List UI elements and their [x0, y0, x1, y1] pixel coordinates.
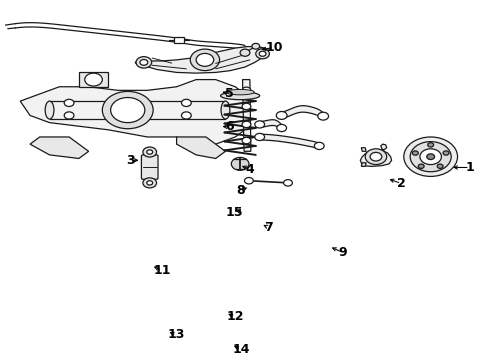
Circle shape — [404, 137, 458, 176]
Circle shape — [277, 125, 287, 132]
Circle shape — [443, 151, 449, 155]
Polygon shape — [360, 144, 392, 166]
Text: 3: 3 — [126, 154, 134, 167]
Circle shape — [231, 157, 249, 170]
Circle shape — [111, 98, 145, 123]
Circle shape — [276, 112, 287, 120]
Circle shape — [259, 51, 266, 56]
Circle shape — [181, 112, 191, 119]
FancyBboxPatch shape — [142, 155, 158, 179]
Circle shape — [418, 164, 424, 168]
Text: 15: 15 — [225, 207, 243, 220]
Circle shape — [143, 178, 157, 188]
Circle shape — [370, 152, 382, 161]
Text: 8: 8 — [236, 184, 245, 197]
Circle shape — [102, 91, 153, 129]
Text: 11: 11 — [153, 264, 171, 277]
Text: 7: 7 — [264, 221, 273, 234]
Text: 2: 2 — [397, 177, 406, 190]
Ellipse shape — [226, 89, 254, 95]
Circle shape — [147, 181, 153, 185]
Circle shape — [143, 147, 157, 157]
Circle shape — [136, 57, 152, 68]
Circle shape — [315, 142, 324, 149]
Circle shape — [64, 112, 74, 119]
Circle shape — [413, 151, 418, 155]
Ellipse shape — [221, 101, 230, 119]
Circle shape — [255, 121, 265, 128]
Polygon shape — [361, 163, 366, 166]
Circle shape — [365, 149, 387, 165]
Polygon shape — [79, 72, 108, 87]
Ellipse shape — [45, 101, 54, 119]
Ellipse shape — [220, 92, 260, 100]
Circle shape — [427, 154, 435, 159]
Polygon shape — [361, 148, 366, 151]
Circle shape — [437, 164, 443, 168]
Circle shape — [190, 49, 220, 71]
Circle shape — [140, 59, 148, 65]
Polygon shape — [243, 80, 251, 151]
Circle shape — [420, 149, 441, 165]
Text: 14: 14 — [232, 343, 250, 356]
Circle shape — [410, 141, 451, 172]
Circle shape — [85, 73, 102, 86]
Circle shape — [242, 121, 251, 128]
Text: 4: 4 — [245, 163, 254, 176]
Text: 10: 10 — [266, 41, 283, 54]
Polygon shape — [30, 137, 89, 158]
Circle shape — [64, 99, 74, 107]
Circle shape — [196, 53, 214, 66]
Circle shape — [181, 99, 191, 107]
Circle shape — [252, 43, 260, 49]
FancyBboxPatch shape — [173, 37, 184, 43]
Circle shape — [242, 137, 251, 144]
Text: 12: 12 — [226, 310, 244, 324]
Circle shape — [284, 180, 293, 186]
Circle shape — [242, 103, 251, 110]
Circle shape — [428, 143, 434, 147]
Circle shape — [245, 177, 253, 184]
Polygon shape — [176, 137, 225, 158]
Text: 13: 13 — [168, 328, 185, 341]
Text: 5: 5 — [225, 87, 234, 100]
Circle shape — [242, 87, 251, 94]
Circle shape — [256, 49, 270, 59]
Polygon shape — [135, 46, 267, 73]
Circle shape — [318, 112, 329, 120]
Circle shape — [255, 134, 265, 140]
Text: 9: 9 — [339, 246, 347, 259]
Text: 1: 1 — [466, 161, 474, 174]
Circle shape — [147, 150, 153, 154]
Circle shape — [240, 49, 250, 56]
Polygon shape — [20, 80, 245, 144]
Text: 6: 6 — [225, 121, 234, 134]
